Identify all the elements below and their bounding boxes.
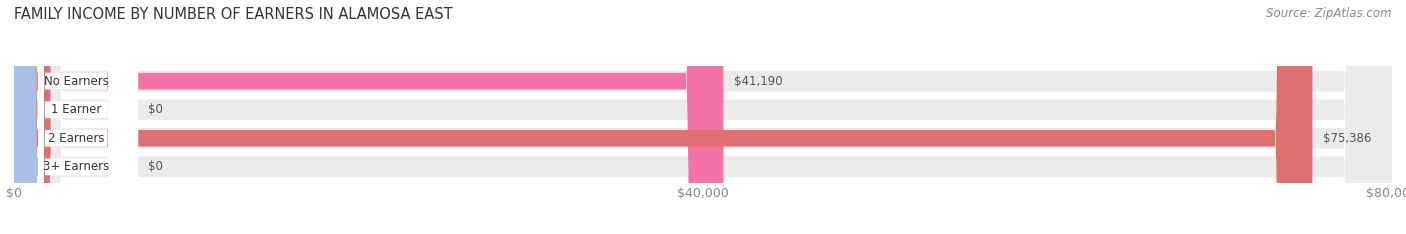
FancyBboxPatch shape bbox=[14, 0, 1392, 234]
Text: $0: $0 bbox=[149, 160, 163, 173]
FancyBboxPatch shape bbox=[14, 0, 1392, 234]
FancyBboxPatch shape bbox=[0, 0, 38, 234]
FancyBboxPatch shape bbox=[14, 0, 138, 234]
FancyBboxPatch shape bbox=[14, 0, 138, 234]
Text: 2 Earners: 2 Earners bbox=[48, 132, 104, 145]
Text: 1 Earner: 1 Earner bbox=[51, 103, 101, 116]
Text: $41,190: $41,190 bbox=[734, 75, 783, 88]
FancyBboxPatch shape bbox=[14, 0, 1392, 234]
Text: $0: $0 bbox=[149, 103, 163, 116]
Text: Source: ZipAtlas.com: Source: ZipAtlas.com bbox=[1267, 7, 1392, 20]
Text: $75,386: $75,386 bbox=[1323, 132, 1371, 145]
FancyBboxPatch shape bbox=[0, 0, 38, 234]
FancyBboxPatch shape bbox=[14, 0, 1312, 234]
FancyBboxPatch shape bbox=[14, 0, 724, 234]
Text: No Earners: No Earners bbox=[44, 75, 108, 88]
FancyBboxPatch shape bbox=[14, 0, 138, 234]
FancyBboxPatch shape bbox=[14, 0, 1392, 234]
FancyBboxPatch shape bbox=[0, 0, 38, 234]
FancyBboxPatch shape bbox=[14, 0, 138, 234]
FancyBboxPatch shape bbox=[0, 0, 38, 234]
Text: FAMILY INCOME BY NUMBER OF EARNERS IN ALAMOSA EAST: FAMILY INCOME BY NUMBER OF EARNERS IN AL… bbox=[14, 7, 453, 22]
Text: 3+ Earners: 3+ Earners bbox=[44, 160, 110, 173]
